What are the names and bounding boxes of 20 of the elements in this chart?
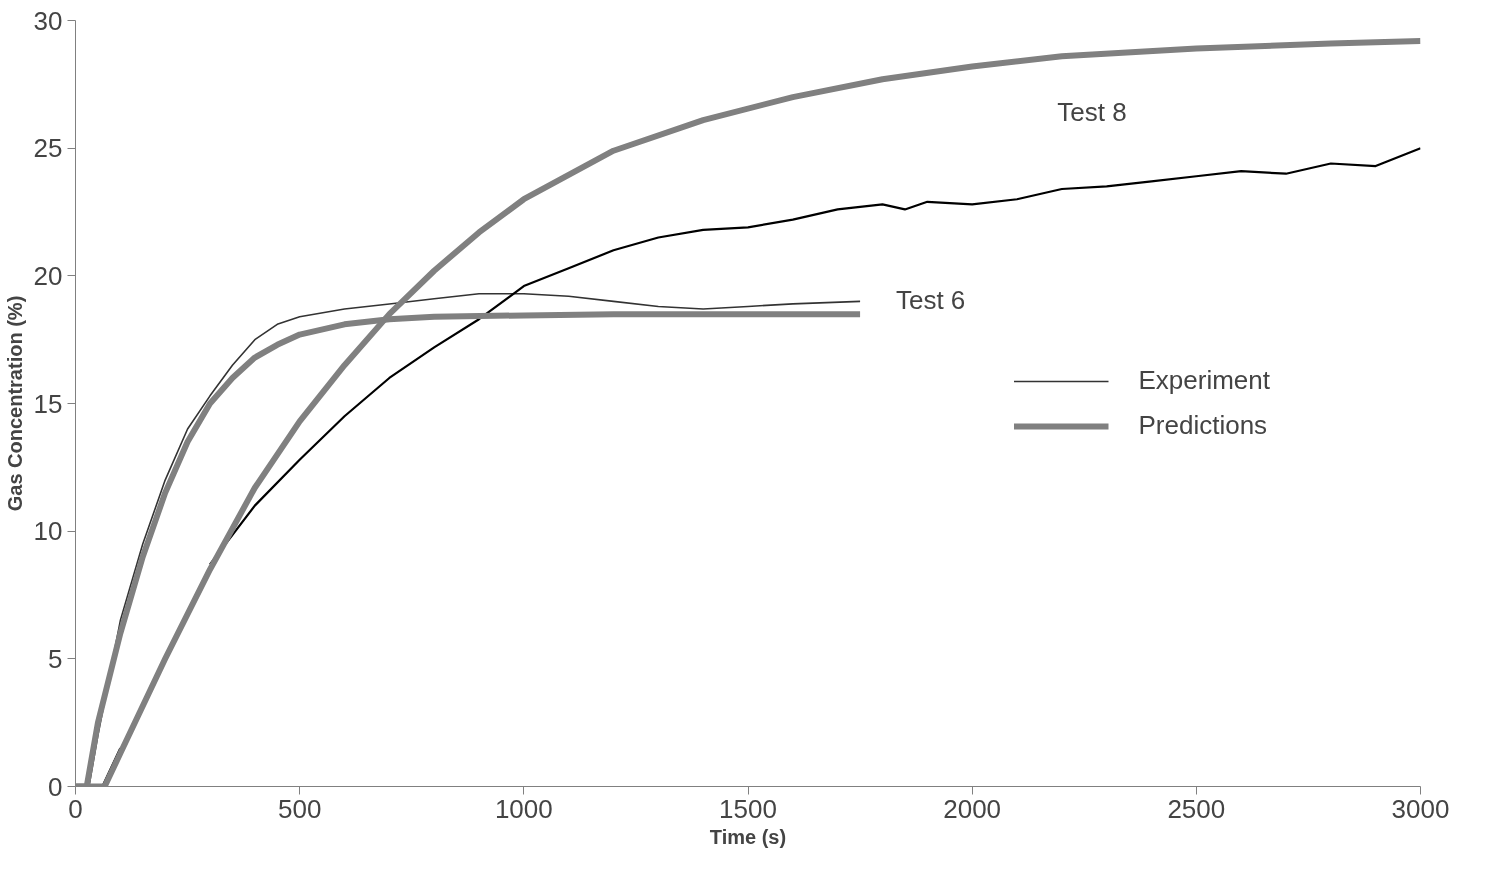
- y-tick-label: 15: [33, 388, 63, 419]
- y-tick-label: 0: [48, 771, 63, 802]
- y-tick-label: 30: [33, 5, 63, 36]
- legend-label: Predictions: [1138, 410, 1268, 441]
- x-tick-label: 0: [68, 793, 83, 824]
- y-axis-title: Gas Concentration (%): [3, 295, 26, 512]
- annotation: Test 6: [895, 285, 966, 316]
- y-tick-label: 20: [33, 260, 63, 291]
- x-tick-label: 1000: [494, 793, 553, 824]
- y-tick-label: 5: [48, 643, 63, 674]
- y-tick-label: 25: [33, 133, 63, 164]
- x-tick-label: 2500: [1167, 793, 1226, 824]
- legend-label: Experiment: [1138, 365, 1270, 396]
- x-tick-label: 2000: [943, 793, 1002, 824]
- annotation: Test 8: [1057, 97, 1127, 128]
- x-tick-label: 1500: [719, 793, 777, 824]
- x-tick-label: 500: [277, 793, 322, 824]
- y-tick-label: 10: [33, 516, 63, 547]
- x-tick-label: 3000: [1391, 793, 1450, 824]
- x-axis-title: Time (s): [709, 825, 787, 848]
